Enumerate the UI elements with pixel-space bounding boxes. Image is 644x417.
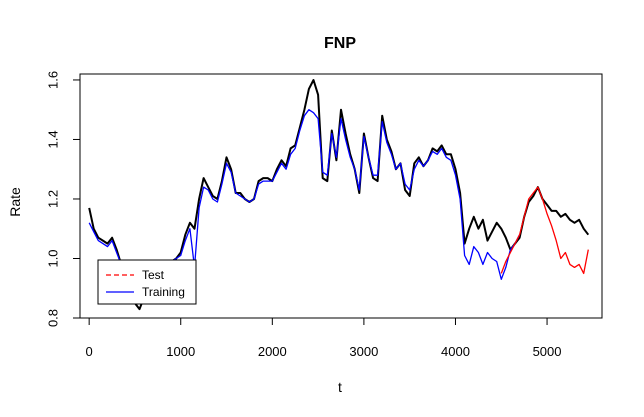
legend: Test Training bbox=[97, 259, 197, 305]
x-tick-label: 0 bbox=[86, 344, 93, 359]
y-axis-label: Rate bbox=[7, 187, 23, 217]
x-tick-label: 1000 bbox=[166, 344, 195, 359]
x-tick-label: 4000 bbox=[441, 344, 470, 359]
y-tick-label: 1.6 bbox=[46, 71, 61, 89]
x-tick-label: 5000 bbox=[533, 344, 562, 359]
y-tick-label: 1.0 bbox=[46, 249, 61, 267]
y-axis: 0.8 1.0 1.2 1.4 1.6 bbox=[46, 71, 81, 327]
y-tick-label: 1.2 bbox=[46, 190, 61, 208]
x-axis-label: t bbox=[338, 379, 342, 395]
x-tick-label: 2000 bbox=[258, 344, 287, 359]
y-tick-label: 1.4 bbox=[46, 130, 61, 148]
legend-label: Test bbox=[142, 268, 165, 282]
series-line bbox=[500, 186, 589, 275]
y-tick-label: 0.8 bbox=[46, 309, 61, 327]
chart-title: FNP bbox=[324, 35, 356, 52]
legend-box bbox=[97, 259, 197, 305]
x-tick-label: 3000 bbox=[349, 344, 378, 359]
legend-label: Training bbox=[142, 285, 185, 299]
x-axis: 0 1000 2000 3000 4000 5000 bbox=[86, 317, 562, 359]
